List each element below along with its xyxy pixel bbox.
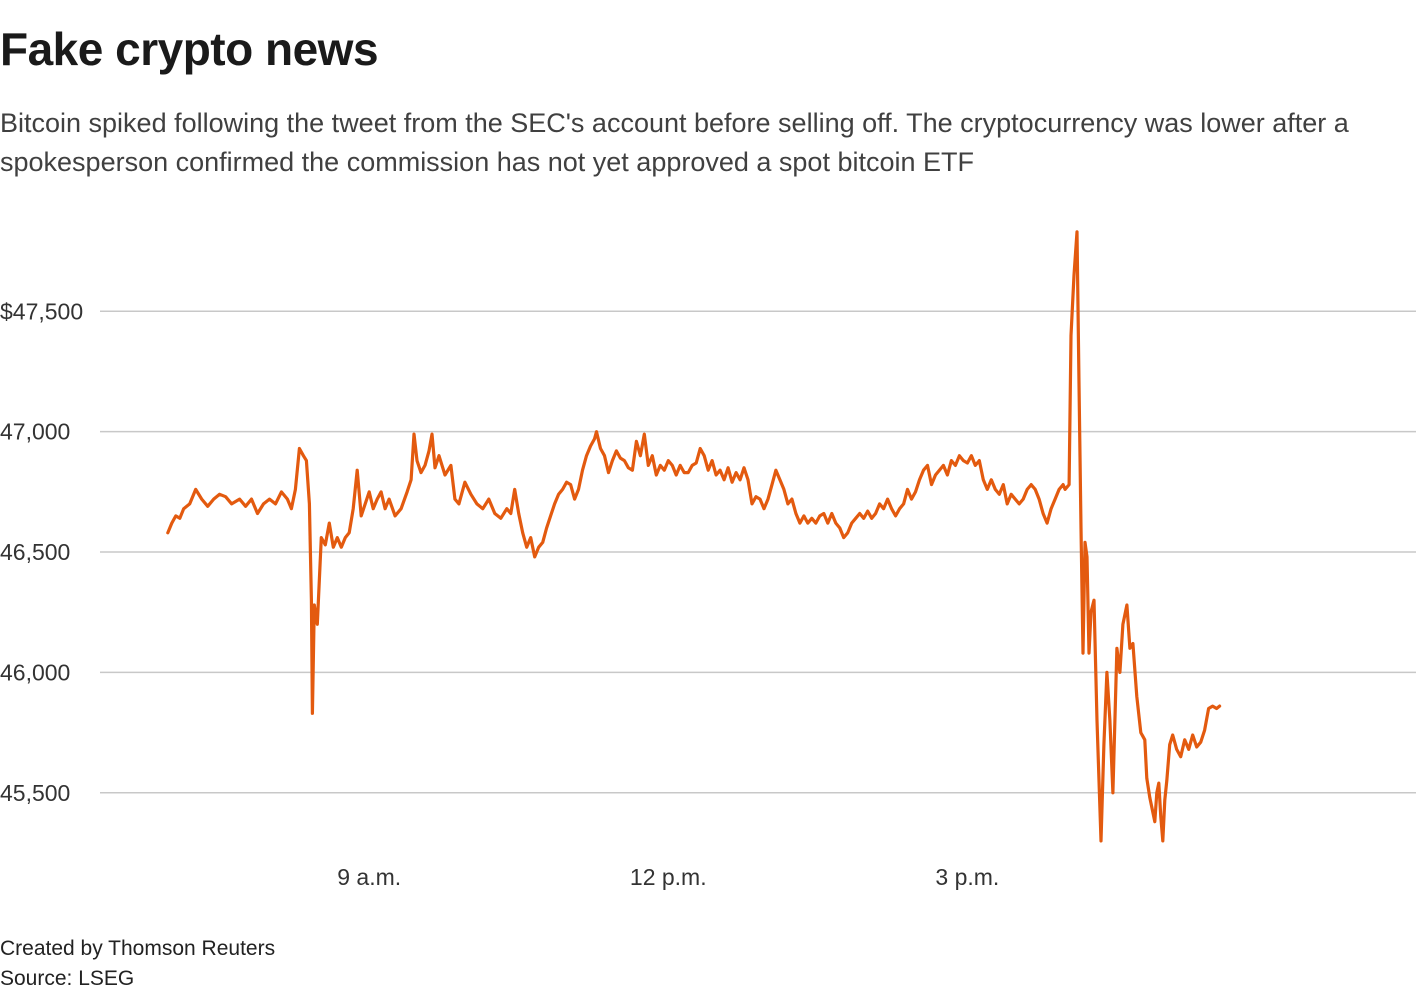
- x-tick-label: 3 p.m.: [935, 864, 999, 890]
- source-text: Source: LSEG: [0, 967, 135, 990]
- gridlines: [100, 310, 1416, 794]
- y-tick-label: 47,000: [0, 419, 70, 445]
- y-tick-label: 45,500: [0, 780, 70, 806]
- x-tick-label: 9 a.m.: [337, 864, 401, 890]
- y-tick-label: $47,500: [0, 298, 83, 324]
- y-tick-label: 46,000: [0, 659, 70, 685]
- x-axis-labels: 9 a.m. 12 p.m. 3 p.m.: [337, 864, 999, 890]
- chart-title: Fake crypto news: [0, 23, 379, 75]
- credit-text: Created by Thomson Reuters: [0, 937, 276, 960]
- y-axis-labels: 45,500 46,000 46,500 47,000 $47,500: [0, 298, 83, 805]
- x-tick-label: 12 p.m.: [630, 864, 707, 890]
- price-series-line: [166, 230, 1222, 843]
- y-tick-label: 46,500: [0, 539, 70, 565]
- chart-subtitle: Bitcoin spiked following the tweet from …: [0, 108, 1349, 177]
